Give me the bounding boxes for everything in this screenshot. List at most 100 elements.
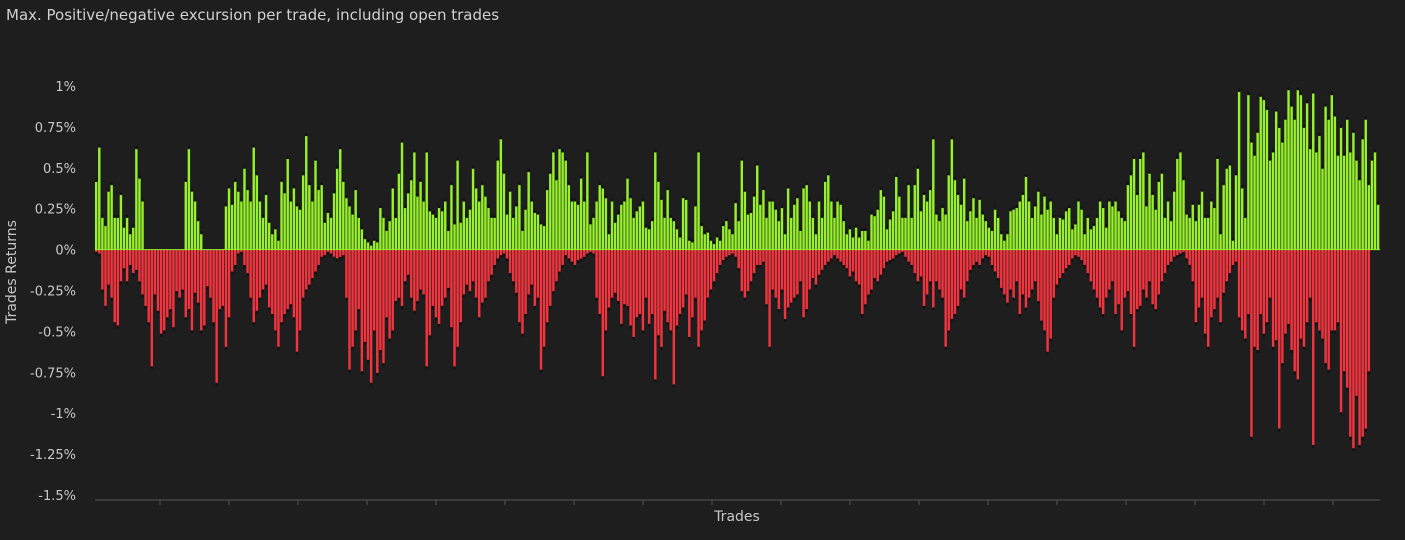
negative-excursion-bar bbox=[425, 249, 428, 368]
positive-excursion-bar bbox=[234, 180, 237, 250]
negative-excursion-marker bbox=[1225, 281, 1228, 285]
positive-excursion-bar bbox=[996, 216, 1000, 250]
negative-excursion-marker bbox=[888, 260, 892, 264]
positive-excursion-bar bbox=[1271, 151, 1275, 250]
negative-excursion-bar bbox=[1361, 249, 1364, 438]
negative-excursion-marker bbox=[339, 256, 342, 260]
negative-excursion-bar bbox=[147, 249, 150, 324]
positive-excursion-marker bbox=[280, 178, 283, 182]
positive-excursion-bar bbox=[397, 172, 401, 250]
negative-excursion-marker bbox=[1327, 369, 1330, 373]
negative-excursion-marker bbox=[694, 297, 697, 301]
negative-excursion-bar bbox=[617, 249, 620, 302]
negative-excursion-bar bbox=[1355, 249, 1358, 397]
negative-excursion-marker bbox=[459, 322, 462, 326]
negative-excursion-marker bbox=[765, 304, 768, 308]
positive-excursion-marker bbox=[252, 144, 255, 148]
positive-excursion-marker bbox=[1055, 231, 1059, 235]
negative-excursion-marker bbox=[283, 314, 286, 318]
negative-excursion-bar bbox=[465, 249, 469, 286]
positive-excursion-bar bbox=[1061, 218, 1065, 250]
positive-excursion-bar bbox=[808, 200, 811, 250]
negative-excursion-marker bbox=[632, 336, 635, 340]
positive-excursion-marker bbox=[379, 205, 382, 209]
negative-excursion-bar bbox=[292, 249, 296, 319]
positive-excursion-marker bbox=[1163, 214, 1167, 218]
positive-excursion-bar bbox=[314, 159, 317, 250]
positive-excursion-bar bbox=[400, 141, 404, 250]
negative-excursion-bar bbox=[1160, 249, 1164, 283]
negative-excursion-bar bbox=[827, 249, 830, 263]
positive-excursion-bar bbox=[613, 221, 617, 250]
positive-excursion-marker bbox=[848, 226, 852, 230]
positive-excursion-marker bbox=[1160, 170, 1164, 174]
negative-excursion-marker bbox=[335, 258, 339, 262]
negative-excursion-marker bbox=[1074, 255, 1077, 259]
negative-excursion-marker bbox=[706, 297, 710, 301]
positive-excursion-bar bbox=[1308, 148, 1312, 250]
negative-excursion-bar bbox=[1278, 249, 1281, 430]
negative-excursion-bar bbox=[240, 249, 243, 253]
negative-excursion-bar bbox=[1129, 249, 1133, 316]
positive-excursion-marker bbox=[1074, 221, 1077, 225]
positive-excursion-bar bbox=[885, 228, 889, 250]
negative-excursion-bar bbox=[122, 249, 126, 270]
positive-excursion-bar bbox=[122, 226, 126, 250]
negative-excursion-marker bbox=[654, 379, 657, 383]
positive-excursion-bar bbox=[579, 177, 583, 250]
positive-excursion-marker bbox=[552, 149, 555, 153]
negative-excursion-bar bbox=[234, 249, 237, 266]
negative-excursion-bar bbox=[1132, 249, 1136, 348]
positive-excursion-marker bbox=[703, 231, 706, 235]
positive-excursion-bar bbox=[450, 184, 453, 250]
negative-excursion-bar bbox=[289, 249, 293, 306]
positive-excursion-marker bbox=[660, 196, 663, 200]
positive-excursion-bar bbox=[589, 223, 592, 250]
positive-excursion-marker bbox=[1166, 198, 1170, 202]
positive-excursion-marker bbox=[1092, 223, 1096, 227]
negative-excursion-bar bbox=[922, 249, 926, 307]
positive-excursion-bar bbox=[1105, 226, 1108, 250]
positive-excursion-marker bbox=[675, 226, 679, 230]
positive-excursion-marker bbox=[292, 185, 296, 189]
positive-excursion-bar bbox=[864, 229, 867, 250]
positive-excursion-marker bbox=[941, 205, 944, 209]
negative-excursion-bar bbox=[1213, 249, 1216, 311]
positive-excursion-bar bbox=[261, 216, 265, 250]
positive-excursion-marker bbox=[644, 224, 648, 228]
negative-excursion-marker bbox=[731, 253, 734, 257]
positive-excursion-bar bbox=[1191, 203, 1194, 250]
positive-excursion-bar bbox=[922, 193, 926, 250]
positive-excursion-bar bbox=[1086, 216, 1089, 250]
positive-excursion-marker bbox=[1157, 178, 1161, 182]
positive-excursion-bar bbox=[1200, 190, 1204, 250]
negative-excursion-marker bbox=[790, 302, 793, 306]
positive-excursion-bar bbox=[799, 229, 802, 250]
positive-excursion-bar bbox=[1135, 193, 1139, 250]
negative-excursion-bar bbox=[335, 249, 339, 260]
negative-excursion-marker bbox=[234, 264, 237, 268]
positive-excursion-marker bbox=[425, 149, 428, 153]
positive-excursion-bar bbox=[1173, 190, 1176, 250]
negative-excursion-bar bbox=[1040, 249, 1043, 322]
positive-excursion-bar bbox=[481, 184, 484, 250]
negative-excursion-marker bbox=[1231, 264, 1235, 268]
positive-excursion-marker bbox=[1296, 87, 1300, 91]
positive-excursion-bar bbox=[354, 189, 357, 250]
negative-excursion-bar bbox=[193, 249, 197, 294]
positive-excursion-bar bbox=[907, 184, 910, 250]
positive-excursion-bar bbox=[774, 208, 777, 250]
positive-excursion-marker bbox=[227, 185, 231, 189]
positive-excursion-marker bbox=[842, 218, 845, 222]
positive-excursion-marker bbox=[1293, 116, 1296, 120]
positive-excursion-marker bbox=[505, 211, 509, 215]
positive-excursion-marker bbox=[617, 211, 620, 215]
negative-excursion-bar bbox=[895, 249, 898, 257]
positive-excursion-bar bbox=[984, 220, 988, 250]
negative-excursion-bar bbox=[910, 249, 913, 266]
negative-excursion-marker bbox=[1040, 320, 1043, 324]
negative-excursion-bar bbox=[888, 249, 892, 262]
negative-excursion-bar bbox=[1080, 249, 1083, 262]
negative-excursion-marker bbox=[1123, 297, 1127, 301]
negative-excursion-marker bbox=[1262, 333, 1266, 337]
